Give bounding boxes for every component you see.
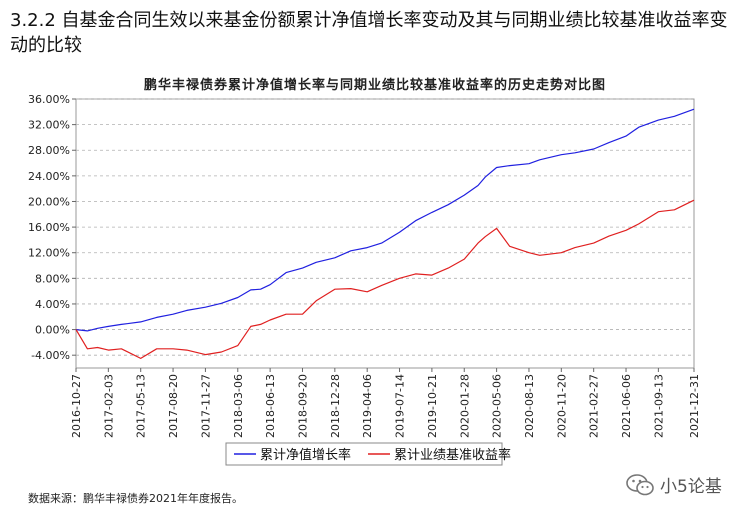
legend-label-benchmark: 累计业绩基准收益率 [394, 447, 511, 463]
x-tick-label: 2020-08-13 [523, 374, 536, 438]
x-tick-label: 2020-01-28 [458, 374, 471, 438]
x-tick-label: 2019-04-06 [361, 374, 374, 438]
data-source-footnote: 数据来源：鹏华丰禄债券2021年年度报告。 [28, 492, 243, 505]
x-tick-label: 2021-12-31 [688, 374, 701, 438]
x-tick-label: 2017-05-13 [135, 374, 148, 438]
y-tick-label: 24.00% [28, 170, 70, 183]
legend-label-nav: 累计净值增长率 [260, 447, 351, 463]
x-tick-label: 2017-11-27 [199, 374, 212, 438]
x-tick-label: 2020-05-06 [491, 374, 504, 438]
legend [225, 442, 503, 466]
x-tick-label: 2018-12-28 [329, 374, 342, 438]
x-tick-label: 2021-09-13 [652, 374, 665, 438]
x-tick-label: 2018-06-13 [264, 374, 277, 438]
plot-area [75, 98, 695, 369]
nav-growth-line [75, 108, 695, 332]
x-tick-label: 2019-10-21 [426, 374, 439, 438]
y-tick-label: 4.00% [35, 298, 70, 311]
y-tick-label: 32.00% [28, 119, 70, 132]
x-tick-label: 2020-11-20 [555, 374, 568, 438]
section-title: 3.2.2 自基金合同生效以来基金份额累计净值增长率变动及其与同期业绩比较基准收… [10, 10, 728, 56]
y-tick-label: 12.00% [28, 247, 70, 260]
x-tick-label: 2021-06-06 [620, 374, 633, 438]
x-tick-label: 2018-03-06 [232, 374, 245, 438]
x-tick-label: 2017-08-20 [167, 374, 180, 438]
y-tick-label: 8.00% [35, 272, 70, 285]
benchmark-return-line [75, 199, 695, 359]
x-tick-label: 2017-02-03 [102, 374, 115, 438]
wechat-icon [626, 473, 654, 497]
y-tick-label: 20.00% [28, 195, 70, 208]
x-tick-label: 2018-09-20 [296, 374, 309, 438]
y-tick-label: 0.00% [35, 324, 70, 337]
y-tick-label: 28.00% [28, 144, 70, 157]
y-tick-label: -4.00% [31, 349, 70, 362]
x-tick-label: 2016-10-27 [70, 374, 83, 438]
y-tick-label: 16.00% [28, 221, 70, 234]
chart-title: 鹏华丰禄债券累计净值增长率与同期业绩比较基准收益率的历史走势对比图 [143, 78, 606, 93]
watermark-text: 小5论基 [660, 477, 722, 497]
watermark: 小5论基 [626, 472, 722, 497]
y-tick-label: 36.00% [28, 93, 70, 106]
x-tick-label: 2019-07-14 [394, 374, 407, 438]
x-tick-label: 2021-02-27 [588, 374, 601, 438]
